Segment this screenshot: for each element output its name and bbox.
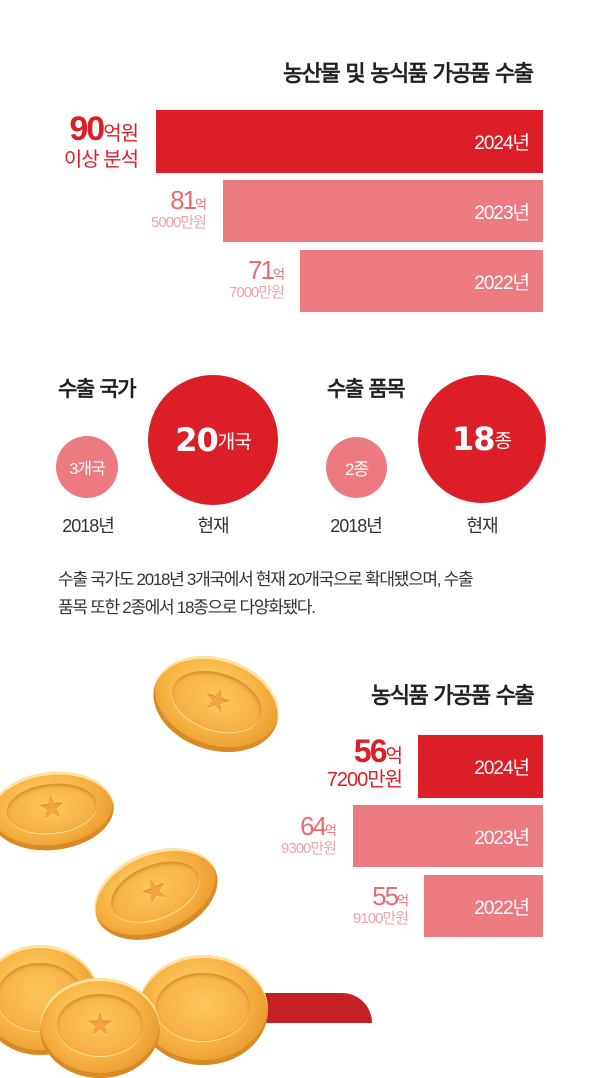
value-number: 56 [353, 733, 388, 769]
star-icon: ★ [102, 850, 208, 934]
countries-current-number: 20 [175, 421, 219, 459]
chart2-value-2024: 56억 7200만원 [326, 733, 404, 791]
value-number: 90 [69, 110, 105, 148]
items-past-circle: 2종 [326, 437, 387, 498]
chart2-bar-2024: 2024년 [418, 735, 543, 798]
bar-year-label: 2023년 [474, 827, 530, 849]
value-sub: 7000만원 [229, 284, 285, 301]
star-icon: ★ [4, 779, 99, 838]
value-unit: 억 [325, 824, 337, 839]
value-unit: 억 [273, 268, 285, 283]
star-coin-icon: ★ [0, 765, 118, 857]
star-coin-icon [138, 955, 268, 1065]
star-icon [156, 972, 250, 1041]
chart2-bar-2022: 2022년 [424, 875, 543, 937]
countries-title: 수출 국가 [58, 377, 137, 401]
red-ribbon-decor [257, 993, 372, 1023]
star-coin-icon: ★ [40, 978, 160, 1078]
chart1-bar-2022: 2022년 [300, 250, 543, 312]
countries-past-value: 3개국 [69, 461, 105, 478]
items-current-label: 현재 [466, 516, 498, 536]
value-sub: 이상 분석 [63, 149, 139, 171]
chart2-value-2022: 55억 9100만원 [353, 881, 409, 927]
summary-line-2: 품목 또한 2종에서 18종으로 다양화됐다. [58, 598, 316, 617]
value-unit: 억 [385, 745, 404, 767]
star-coin-icon: ★ [80, 831, 232, 957]
chart2-bar-2023: 2023년 [353, 805, 543, 867]
items-past-label: 2018년 [330, 516, 383, 536]
star-icon: ★ [56, 994, 144, 1056]
items-current-number: 18 [451, 420, 496, 458]
star-icon: ★ [164, 660, 270, 743]
summary-line-1: 수출 국가도 2018년 3개국에서 현재 20개국으로 확대됐으며, 수출 [58, 570, 474, 589]
bar-year-label: 2022년 [474, 272, 530, 294]
items-current-circle: 18 종 [418, 375, 546, 503]
countries-past-label: 2018년 [62, 516, 115, 536]
star-coin-icon: ★ [140, 640, 292, 768]
bar-year-label: 2024년 [474, 133, 530, 154]
chart1-value-2023: 81억 5000만원 [151, 185, 207, 231]
summary-paragraph: 수출 국가도 2018년 3개국에서 현재 20개국으로 확대됐으며, 수출 품… [58, 566, 558, 622]
chart1-title: 농산물 및 농식품 가공품 수출 [283, 62, 534, 87]
bar-year-label: 2024년 [474, 758, 530, 779]
bar-year-label: 2023년 [474, 202, 530, 224]
countries-current-unit: 개국 [217, 430, 252, 453]
countries-current-circle: 20 개국 [148, 375, 278, 505]
bar-year-label: 2022년 [474, 897, 530, 919]
countries-past-circle: 3개국 [56, 436, 118, 498]
items-current-unit: 종 [494, 429, 512, 452]
items-past-value: 2종 [344, 460, 369, 479]
chart1-value-2024: 90억원 이상 분석 [63, 110, 139, 171]
chart1-bar-2023: 2023년 [223, 180, 543, 242]
items-title: 수출 품목 [327, 377, 406, 401]
value-sub: 7200만원 [326, 769, 403, 791]
value-sub: 5000만원 [151, 214, 207, 231]
value-unit: 억원 [103, 121, 139, 145]
countries-current-label: 현재 [197, 516, 229, 536]
value-number: 64 [300, 811, 327, 841]
value-number: 71 [248, 255, 275, 285]
value-number: 81 [170, 185, 197, 215]
value-unit: 억 [195, 198, 207, 213]
chart1-value-2022: 71억 7000만원 [229, 255, 285, 301]
value-sub: 9300만원 [281, 840, 337, 857]
value-number: 55 [372, 881, 399, 911]
chart2-title: 농식품 가공품 수출 [371, 684, 535, 709]
value-sub: 9100만원 [353, 910, 409, 927]
chart1-bar-2024: 2024년 [156, 110, 543, 173]
value-unit: 억 [397, 894, 409, 909]
chart2-value-2023: 64억 9300만원 [281, 811, 337, 857]
